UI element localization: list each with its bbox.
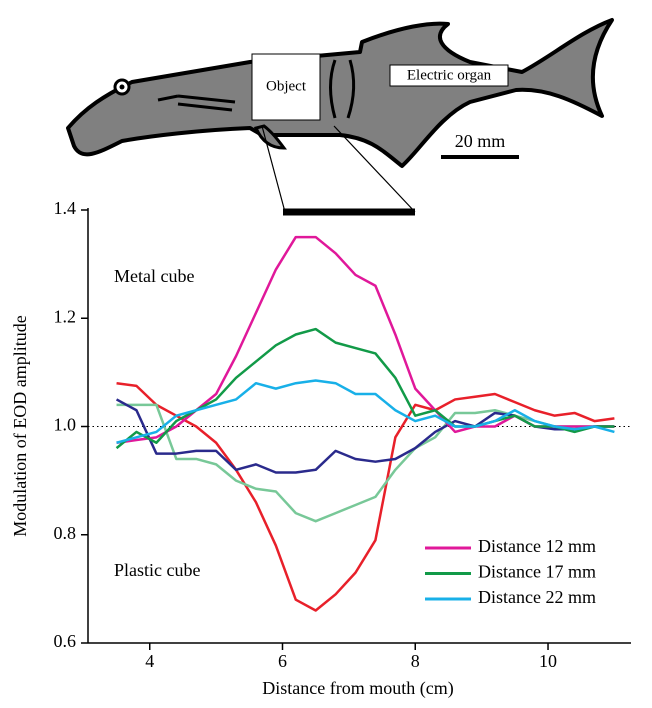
x-tick-label: 6 (278, 651, 287, 671)
legend-label: Distance 22 mm (478, 587, 596, 607)
mouth-mark (157, 94, 236, 112)
y-tick-label: 1.4 (54, 198, 77, 218)
legend-label: Distance 12 mm (478, 536, 596, 556)
annotation: Plastic cube (114, 560, 200, 580)
annotation: Metal cube (114, 266, 194, 286)
legend-label: Distance 17 mm (478, 562, 596, 582)
y-tick-label: 0.6 (54, 631, 77, 651)
series-line (116, 381, 615, 612)
fish-drawing: Object Electric organ 20 mm (66, 18, 614, 216)
x-axis-label: Distance from mouth (cm) (262, 678, 453, 699)
series-line (116, 379, 615, 444)
y-axis-label: Modulation of EOD amplitude (10, 315, 30, 536)
y-tick-label: 1.2 (54, 306, 77, 326)
x-tick-label: 10 (539, 651, 557, 671)
organ-box (389, 64, 509, 87)
object-label: Object (266, 78, 307, 94)
y-tick-label: 1.0 (54, 415, 77, 435)
pupil (119, 84, 125, 90)
object-box (251, 53, 321, 121)
fish-body (66, 18, 614, 168)
x-tick-label: 4 (145, 651, 154, 671)
scale-label: 20 mm (455, 131, 506, 151)
y-tick-label: 0.8 (54, 523, 77, 543)
body-marks (329, 59, 356, 119)
projection-lines (261, 125, 416, 213)
organ-label: Electric organ (407, 67, 492, 83)
series-line (115, 327, 615, 450)
x-tick-label: 8 (411, 651, 420, 671)
